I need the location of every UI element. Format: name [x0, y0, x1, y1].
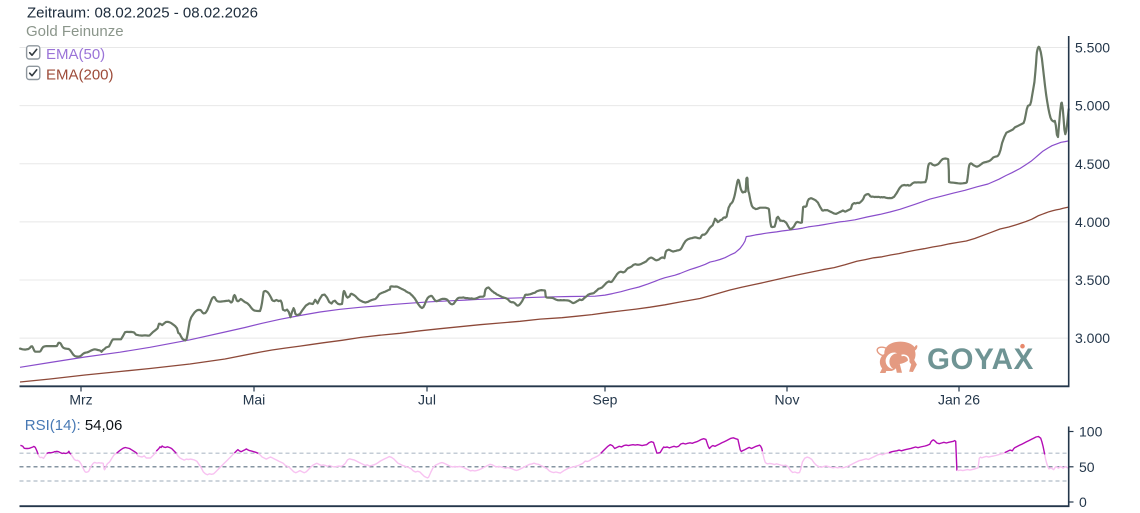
svg-text:Jan 26: Jan 26: [938, 392, 980, 408]
svg-text:4.500: 4.500: [1075, 156, 1110, 172]
svg-text:Nov: Nov: [775, 392, 800, 408]
svg-text:50: 50: [1079, 459, 1095, 475]
svg-text:Zeitraum: 08.02.2025 - 08.02.2: Zeitraum: 08.02.2025 - 08.02.2026: [27, 5, 258, 22]
svg-text:Jul: Jul: [418, 392, 436, 408]
svg-text:Sep: Sep: [593, 392, 618, 408]
svg-text:5.000: 5.000: [1075, 98, 1110, 114]
svg-text:4.000: 4.000: [1075, 214, 1110, 230]
svg-text:3.000: 3.000: [1075, 330, 1110, 346]
svg-text:Gold Feinunze: Gold Feinunze: [26, 23, 124, 40]
svg-text:Mai: Mai: [243, 392, 266, 408]
svg-text:EMA(50): EMA(50): [46, 46, 105, 63]
svg-text:EMA(200): EMA(200): [46, 67, 114, 84]
svg-text:Mrz: Mrz: [69, 392, 92, 408]
svg-text:5.500: 5.500: [1075, 40, 1110, 56]
svg-text:3.500: 3.500: [1075, 272, 1110, 288]
svg-text:RSI(14): 54,06: RSI(14): 54,06: [25, 417, 123, 434]
svg-text:GOYAX: GOYAX: [927, 343, 1034, 376]
svg-text:100: 100: [1079, 424, 1103, 440]
svg-text:0: 0: [1079, 494, 1087, 510]
